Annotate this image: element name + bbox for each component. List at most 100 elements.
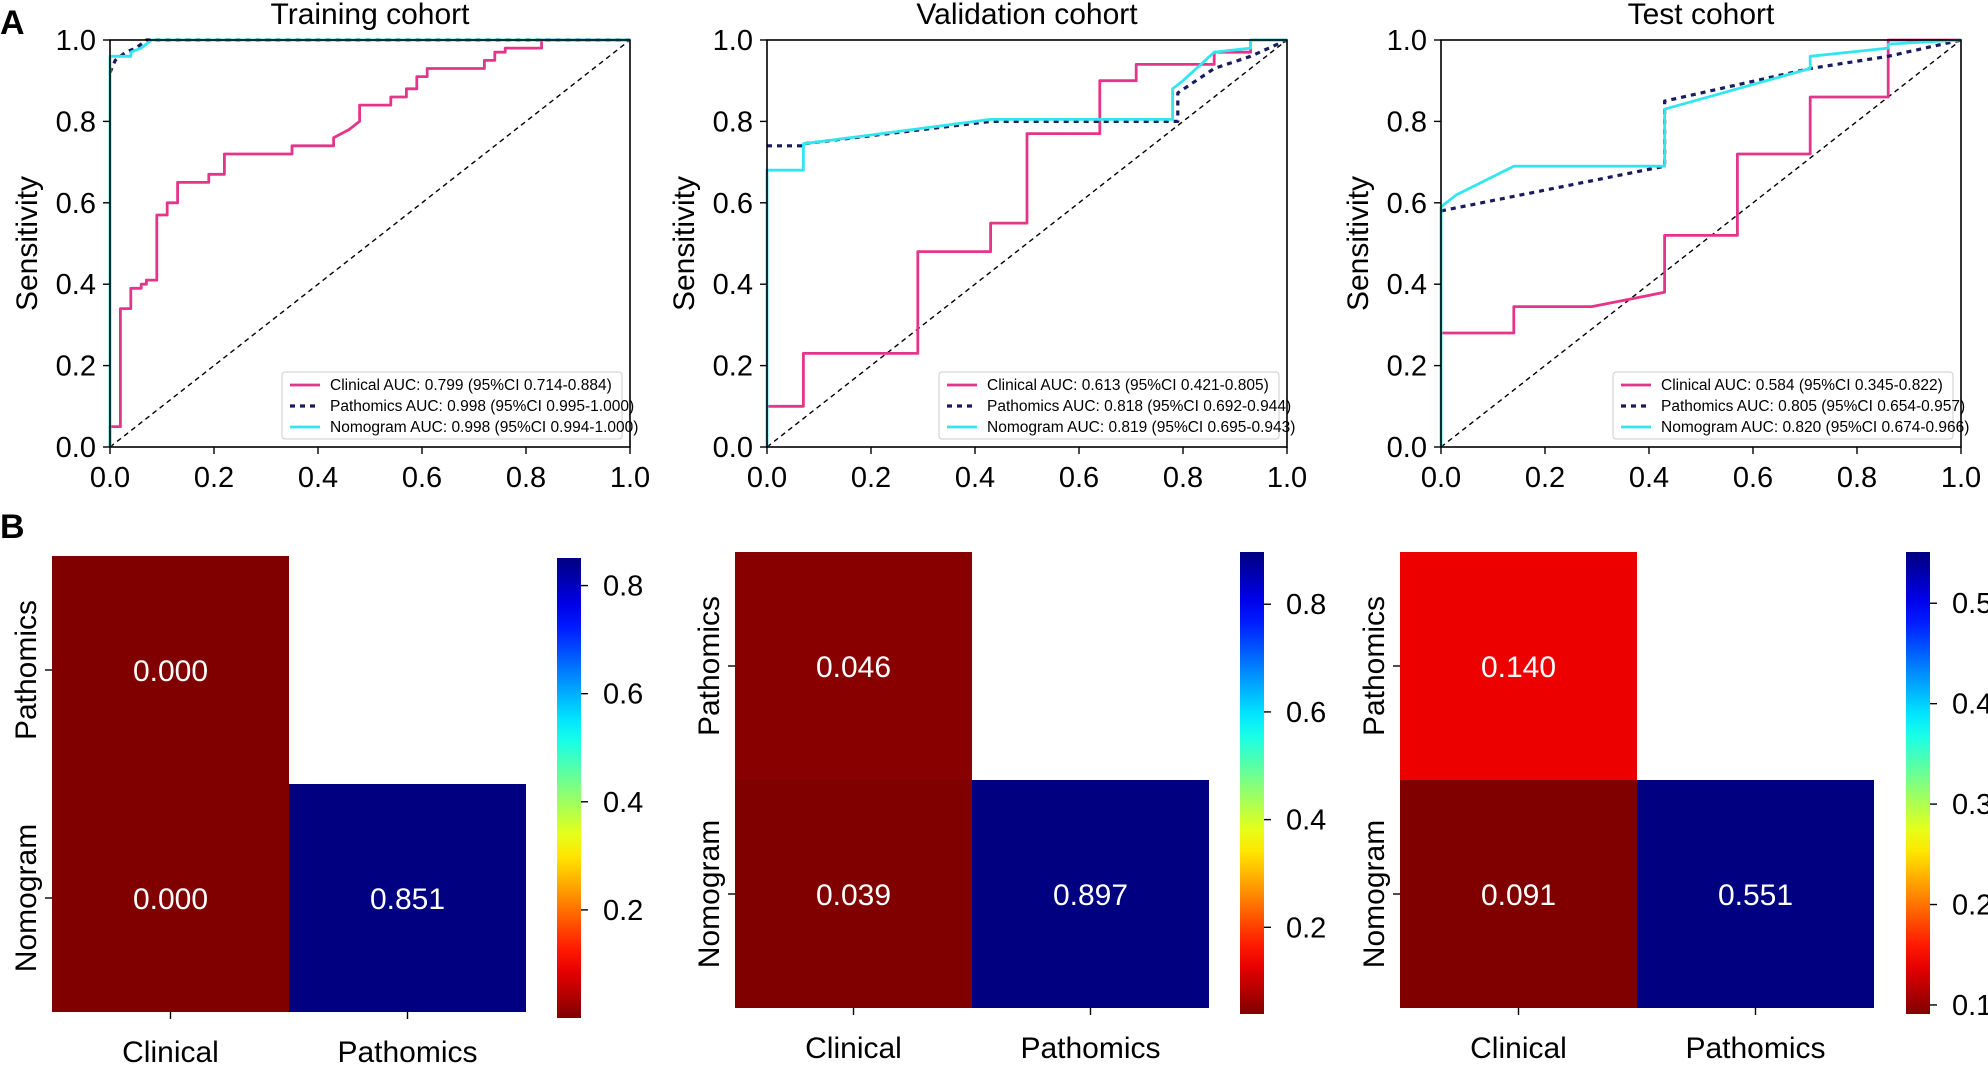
colorbar <box>1240 552 1264 1014</box>
series-line-clinical <box>1441 38 1961 335</box>
colorbar-tick-label: 0.8 <box>603 571 643 603</box>
y-tick-label: 0.8 <box>56 106 96 138</box>
reference-diagonal <box>766 39 1288 448</box>
series-line-clinical <box>108 38 630 447</box>
colorbar <box>1906 552 1930 1014</box>
plot-frame <box>1440 39 1962 448</box>
colorbar-tick-label: 0.4 <box>1286 805 1326 837</box>
plot-frame <box>766 39 1288 448</box>
panel-label-a: A <box>0 4 25 42</box>
heatmap-cell-value: 0.091 <box>1481 879 1556 912</box>
heatmap-chart-2: 0.046 0.039 0.897 Clinical Pathomics Pathomic… <box>693 552 1326 1065</box>
heatmap-cell-value: 0.851 <box>370 883 445 916</box>
heatmap-cell <box>1400 552 1637 780</box>
x-tick-label: 0.4 <box>298 462 338 494</box>
legend: Clinical AUC: 0.584 (95%CI 0.345-0.822) P… <box>1612 371 1969 440</box>
colorbar-tick-label: 0.2 <box>1286 912 1326 944</box>
x-tick-label: 0.6 <box>1059 462 1099 494</box>
y-tick-label: 1.0 <box>713 25 753 57</box>
x-tick-label: 1.0 <box>610 462 650 494</box>
colorbar-tick-label: 0.4 <box>1952 689 1988 721</box>
x-tick-label: 0.0 <box>1421 462 1461 494</box>
x-tick-label: Clinical <box>122 1036 219 1069</box>
legend-entry-clinical: Clinical AUC: 0.799 (95%CI 0.714-0.884) <box>330 377 612 394</box>
colorbar-tick-label: 0.6 <box>603 679 643 711</box>
x-tick-label: 0.2 <box>851 462 891 494</box>
legend-box <box>1612 371 1954 440</box>
roc-chart-1: Training cohort Sensitivity 0.0 0.2 0.4 0.6 0.… <box>11 0 650 494</box>
heatmap-cell <box>972 780 1209 1008</box>
heatmap-cell <box>52 784 289 1012</box>
y-tick-label: Nomogram <box>1358 820 1391 968</box>
y-tick-label: 0.2 <box>713 351 753 383</box>
x-tick-label: Pathomics <box>1020 1032 1160 1065</box>
legend-box <box>281 371 623 440</box>
y-axis-label: Sensitivity <box>668 176 701 311</box>
y-tick-label: Pathomics <box>1358 596 1391 736</box>
heatmap-cell <box>1400 780 1637 1008</box>
x-tick-label: 0.2 <box>194 462 234 494</box>
legend-box <box>938 371 1280 440</box>
chart-title: Test cohort <box>1628 0 1775 31</box>
heatmap-cell-value: 0.140 <box>1481 651 1556 684</box>
legend: Clinical AUC: 0.613 (95%CI 0.421-0.805) P… <box>938 371 1295 440</box>
roc-chart-2: Validation cohort Sensitivity 0.0 0.2 0.4 0.6… <box>668 0 1307 494</box>
y-tick-label: 0.0 <box>1387 432 1427 464</box>
reference-diagonal <box>109 39 631 448</box>
heatmap-cell <box>289 784 526 1012</box>
x-tick-label: Pathomics <box>337 1036 477 1069</box>
y-tick-label: 0.8 <box>713 106 753 138</box>
roc-charts: Training cohort Sensitivity 0.0 0.2 0.4 0.6 0.… <box>11 0 1981 494</box>
series-line-clinical <box>767 38 1287 408</box>
x-tick-label: 0.8 <box>1163 462 1203 494</box>
y-tick-label: 1.0 <box>56 25 96 57</box>
colorbar <box>557 558 581 1018</box>
y-tick-label: 0.0 <box>713 432 753 464</box>
x-tick-label: Clinical <box>805 1032 902 1065</box>
legend-entry-clinical: Clinical AUC: 0.613 (95%CI 0.421-0.805) <box>987 377 1269 394</box>
heatmap-charts: 0.000 0.000 0.851 Clinical Pathomics Pathomic… <box>10 552 1988 1069</box>
colorbar-tick-label: 0.4 <box>603 787 643 819</box>
x-tick-label: 0.6 <box>402 462 442 494</box>
colorbar-tick-label: 0.3 <box>1952 789 1988 821</box>
series-line-nomogram <box>1439 38 1962 447</box>
series-line-nomogram <box>765 38 1287 447</box>
colorbar-tick-label: 0.1 <box>1952 990 1988 1022</box>
heatmap-cell-value: 0.000 <box>133 883 208 916</box>
y-tick-label: 0.4 <box>1387 269 1427 301</box>
x-tick-label: 0.0 <box>747 462 787 494</box>
x-tick-label: 0.4 <box>1629 462 1669 494</box>
y-tick-label: 0.6 <box>713 188 753 220</box>
x-tick-label: 0.0 <box>90 462 130 494</box>
heatmap-cell-value: 0.046 <box>816 651 891 684</box>
x-tick-label: Clinical <box>1470 1032 1567 1065</box>
y-tick-label: 0.6 <box>56 188 96 220</box>
x-tick-label: 0.4 <box>955 462 995 494</box>
panel-label-b: B <box>0 508 25 546</box>
legend-entry-nomogram: Nomogram AUC: 0.819 (95%CI 0.695-0.943) <box>987 419 1295 436</box>
heatmap-cell <box>52 556 289 784</box>
y-tick-label: 0.6 <box>1387 188 1427 220</box>
chart-title: Training cohort <box>271 0 471 31</box>
x-tick-label: Pathomics <box>1685 1032 1825 1065</box>
heatmap-chart-1: 0.000 0.000 0.851 Clinical Pathomics Pathomic… <box>10 556 643 1069</box>
y-tick-label: 1.0 <box>1387 25 1427 57</box>
heatmap-cell-value: 0.000 <box>133 655 208 688</box>
heatmap-cell <box>1637 780 1874 1008</box>
x-tick-label: 0.2 <box>1525 462 1565 494</box>
heatmap-cell-value: 0.897 <box>1053 879 1128 912</box>
legend-entry-clinical: Clinical AUC: 0.584 (95%CI 0.345-0.822) <box>1661 377 1943 394</box>
legend-entry-nomogram: Nomogram AUC: 0.820 (95%CI 0.674-0.966) <box>1661 419 1969 436</box>
legend: Clinical AUC: 0.799 (95%CI 0.714-0.884) P… <box>281 371 638 440</box>
chart-title: Validation cohort <box>916 0 1138 31</box>
y-axis-label: Sensitivity <box>11 176 44 311</box>
colorbar-tick-label: 0.2 <box>1952 890 1988 922</box>
y-tick-label: Nomogram <box>693 820 726 968</box>
heatmap-cell-value: 0.551 <box>1718 879 1793 912</box>
series-line-pathomics <box>1440 38 1962 213</box>
colorbar-tick-label: 0.6 <box>1286 697 1326 729</box>
y-tick-label: Nomogram <box>10 824 43 972</box>
x-tick-label: 1.0 <box>1267 462 1307 494</box>
legend-entry-nomogram: Nomogram AUC: 0.998 (95%CI 0.994-1.000) <box>330 419 638 436</box>
